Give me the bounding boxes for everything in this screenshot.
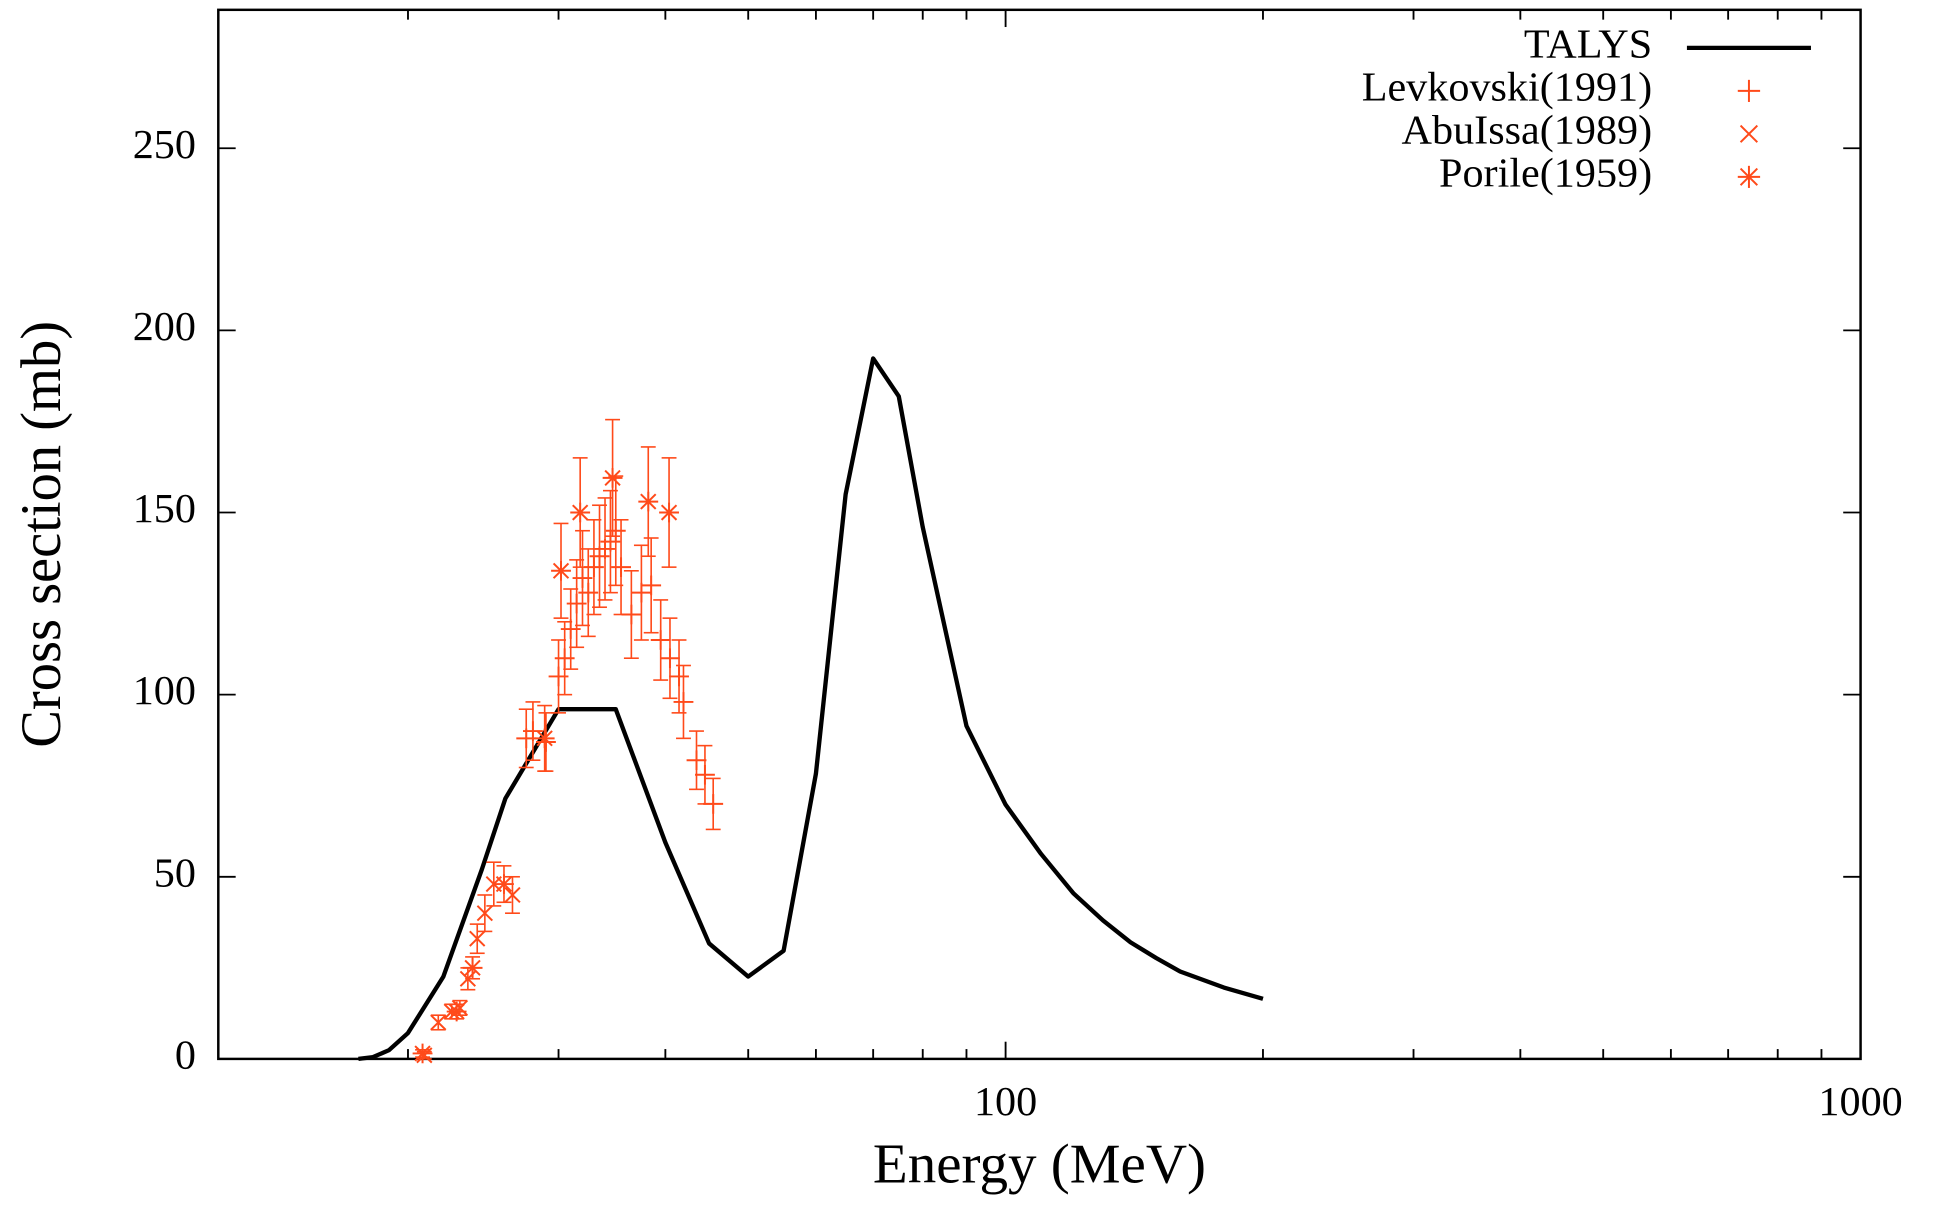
marker [504,886,521,904]
legend-swatch [1737,79,1761,102]
marker [686,750,707,771]
marker-stroke [660,504,678,521]
marker-stroke [640,493,657,510]
y-tick-label: 50 [154,851,196,897]
marker [673,692,694,712]
marker [611,557,631,577]
marker [621,604,642,625]
y-tick-label: 150 [133,486,196,532]
marker-stroke [414,1045,431,1062]
marker [551,560,571,581]
marker [572,568,593,588]
marker [659,502,679,523]
marker [430,1014,447,1031]
marker [412,1043,433,1064]
marker [669,666,689,687]
marker [703,794,724,814]
marker [605,520,626,541]
marker-stroke [430,1014,447,1031]
y-tick-label: 200 [133,304,196,350]
y-axis-label: Cross section (mb) [10,321,73,748]
marker-stroke [536,730,553,747]
marker [578,582,599,603]
data-line [358,356,1264,1062]
plot-frame [217,8,1862,1061]
marker [660,648,680,669]
marker [566,593,587,614]
x-tick-label: 100 [974,1079,1037,1125]
marker-stroke [572,504,589,521]
marker [600,531,621,552]
marker [469,930,486,947]
marker-stroke [604,469,621,486]
y-tick-label: 250 [133,122,196,168]
x-tick-label: 1000 [1818,1079,1902,1125]
legend-swatch [1739,124,1759,143]
marker [554,648,575,669]
marker [536,732,556,752]
marker-stroke [495,875,513,893]
marker [446,1001,467,1022]
marker-stroke [552,562,570,579]
marker [522,721,543,741]
marker [695,764,715,785]
marker [650,630,671,650]
marker-stroke [448,1003,465,1020]
marker [494,874,514,894]
legend-label: TALYS [1524,22,1652,68]
legend-label: AbuIssa(1989) [1402,108,1653,154]
marker-stroke [1739,167,1759,186]
marker [462,958,483,978]
marker-stroke [504,886,521,904]
marker [641,575,662,596]
x-axis-label: Energy (MeV) [873,1133,1206,1196]
legend-label: Porile(1959) [1439,151,1652,197]
marker [570,502,591,523]
marker [534,728,555,749]
marker-stroke [469,930,486,947]
y-tick-label: 0 [175,1033,196,1079]
marker-stroke [464,959,481,976]
marker-stroke [476,905,493,922]
legend-label: Levkovski(1991) [1362,65,1652,111]
marker [602,468,623,488]
y-tick-label: 100 [133,668,196,714]
legend-swatch [1737,165,1761,188]
marker-stroke [1739,124,1759,143]
marker [476,905,493,922]
marker [638,491,659,512]
